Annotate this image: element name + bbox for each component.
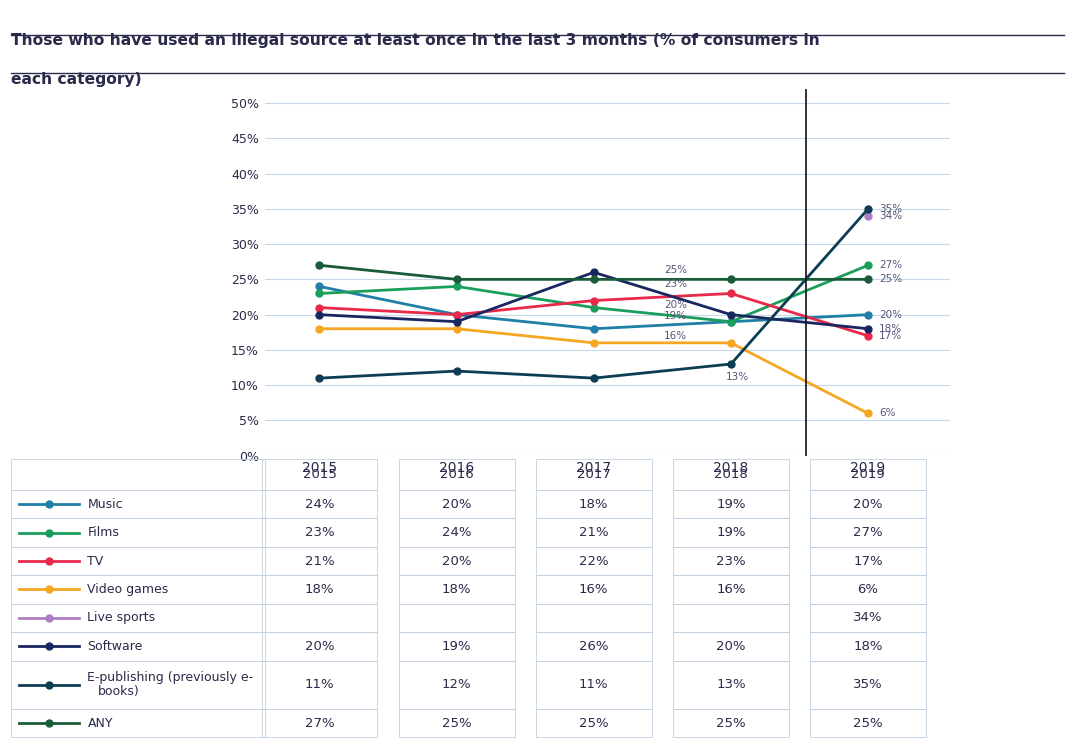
Text: 18%: 18% bbox=[305, 583, 334, 596]
Text: 17%: 17% bbox=[853, 554, 883, 568]
Text: 12%: 12% bbox=[442, 678, 472, 691]
Text: 6%: 6% bbox=[858, 583, 879, 596]
Text: 21%: 21% bbox=[305, 554, 335, 568]
Text: Live sports: Live sports bbox=[87, 611, 156, 625]
Text: Music: Music bbox=[87, 498, 123, 511]
Text: 23%: 23% bbox=[716, 554, 746, 568]
Text: 27%: 27% bbox=[879, 260, 902, 270]
Text: 2015: 2015 bbox=[302, 468, 336, 481]
Text: 17%: 17% bbox=[879, 330, 902, 341]
Text: 19%: 19% bbox=[664, 311, 687, 321]
Text: 27%: 27% bbox=[853, 526, 883, 539]
Text: TV: TV bbox=[87, 554, 104, 568]
Text: 11%: 11% bbox=[579, 678, 609, 691]
Text: 19%: 19% bbox=[716, 526, 745, 539]
Text: each category): each category) bbox=[11, 72, 141, 87]
Text: Films: Films bbox=[87, 526, 120, 539]
Text: 13%: 13% bbox=[716, 678, 746, 691]
Text: 34%: 34% bbox=[853, 611, 882, 625]
Text: 20%: 20% bbox=[442, 498, 471, 511]
Text: 24%: 24% bbox=[442, 526, 471, 539]
Text: 19%: 19% bbox=[442, 639, 471, 653]
Text: 18%: 18% bbox=[853, 639, 882, 653]
Text: 23%: 23% bbox=[664, 279, 687, 289]
Text: ANY: ANY bbox=[87, 717, 113, 730]
Text: 25%: 25% bbox=[579, 717, 609, 730]
Text: 20%: 20% bbox=[879, 310, 902, 319]
Text: 2019: 2019 bbox=[851, 468, 885, 481]
Text: 2016: 2016 bbox=[440, 468, 473, 481]
Text: 16%: 16% bbox=[664, 330, 687, 341]
Text: 6%: 6% bbox=[879, 408, 895, 419]
Text: 23%: 23% bbox=[305, 526, 335, 539]
Text: 25%: 25% bbox=[879, 274, 902, 285]
Text: 18%: 18% bbox=[442, 583, 471, 596]
Text: Software: Software bbox=[87, 639, 143, 653]
Text: 24%: 24% bbox=[305, 498, 334, 511]
Text: 13%: 13% bbox=[726, 373, 750, 382]
Text: 16%: 16% bbox=[579, 583, 608, 596]
Text: 16%: 16% bbox=[716, 583, 745, 596]
Text: 35%: 35% bbox=[879, 204, 902, 214]
Text: 27%: 27% bbox=[305, 717, 335, 730]
Text: 25%: 25% bbox=[664, 265, 687, 275]
Text: 25%: 25% bbox=[853, 717, 883, 730]
Text: E-publishing (previously e-: E-publishing (previously e- bbox=[87, 671, 254, 685]
Text: 35%: 35% bbox=[853, 678, 883, 691]
Text: 25%: 25% bbox=[442, 717, 472, 730]
Text: 21%: 21% bbox=[579, 526, 609, 539]
Text: 18%: 18% bbox=[879, 324, 902, 333]
Text: 20%: 20% bbox=[442, 554, 471, 568]
Text: 11%: 11% bbox=[305, 678, 335, 691]
Text: 2018: 2018 bbox=[714, 468, 747, 481]
Text: 20%: 20% bbox=[853, 498, 882, 511]
Text: 20%: 20% bbox=[305, 639, 334, 653]
Text: 19%: 19% bbox=[716, 498, 745, 511]
Text: 20%: 20% bbox=[664, 300, 687, 310]
Text: 34%: 34% bbox=[879, 211, 902, 221]
Text: books): books) bbox=[98, 685, 140, 698]
Text: 2017: 2017 bbox=[577, 468, 610, 481]
Text: Those who have used an illegal source at least once in the last 3 months (% of c: Those who have used an illegal source at… bbox=[11, 33, 820, 48]
Text: 26%: 26% bbox=[579, 639, 608, 653]
Text: 25%: 25% bbox=[716, 717, 746, 730]
Text: Video games: Video games bbox=[87, 583, 168, 596]
Text: 22%: 22% bbox=[579, 554, 609, 568]
Text: 18%: 18% bbox=[579, 498, 608, 511]
Text: 20%: 20% bbox=[716, 639, 745, 653]
